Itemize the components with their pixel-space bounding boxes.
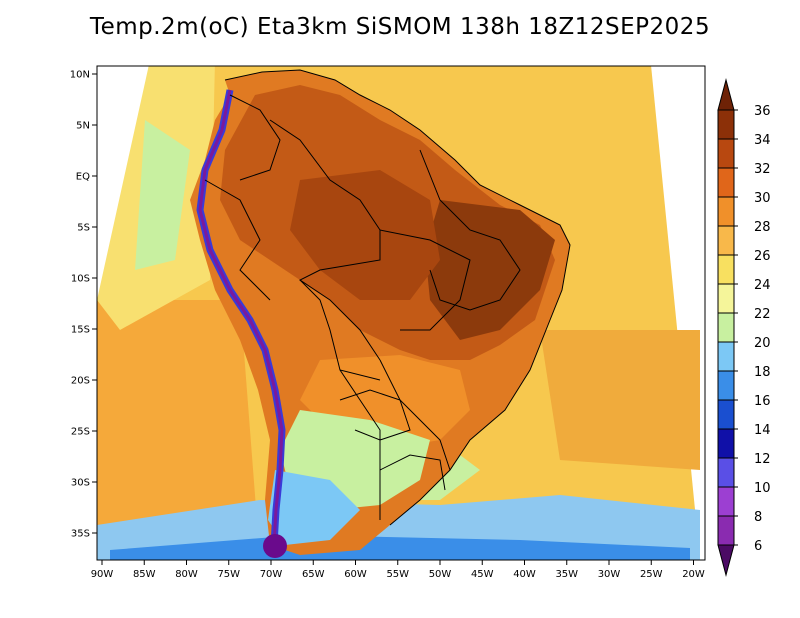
lat-tick-label: 5S [77, 223, 90, 234]
colorbar-swatch [717, 225, 735, 256]
colorbar-swatch [717, 457, 735, 488]
lon-tick-label: 40W [513, 569, 536, 580]
lat-tick-label: 5N [76, 121, 90, 132]
southern-ocean-cold [110, 535, 690, 560]
coastline [224, 69, 571, 526]
brazil-state-borders [419, 149, 521, 311]
andes-peaks [198, 89, 284, 546]
border-colombia [229, 94, 281, 181]
atlantic-ocean-area [540, 330, 700, 470]
lon-tick-label: 50W [429, 569, 452, 580]
colorbar-label: 14 [754, 423, 771, 438]
lon-tick-label: 30W [598, 569, 621, 580]
lat-tick-label: 25S [71, 427, 90, 438]
patagonia-cool [268, 470, 360, 545]
colorbar-label: 16 [754, 394, 771, 409]
latitude-axis: 10N 5N EQ 5S 10S 15S 20S 25S 30S 35S [70, 70, 97, 540]
colorbar-label: 30 [754, 191, 771, 206]
pacific-ocean-area [97, 300, 260, 560]
colorbar-label: 32 [754, 162, 771, 177]
colorbar-swatch [717, 254, 735, 285]
lon-tick-label: 75W [217, 569, 240, 580]
lon-tick-label: 85W [133, 569, 156, 580]
lon-tick-label: 70W [260, 569, 283, 580]
colorbar-swatch [717, 196, 735, 227]
colorbar-swatch [717, 341, 735, 372]
border-brazil-west [269, 119, 381, 361]
colorbar-label: 20 [754, 336, 771, 351]
colorbar-swatch [717, 486, 735, 517]
central-hot-region [290, 170, 440, 300]
colorbar-swatch [717, 138, 735, 169]
colorbar-label: 28 [754, 220, 771, 235]
colorbar-label: 18 [754, 365, 771, 380]
lat-tick-label: 20S [71, 376, 90, 387]
colorbar-swatch [717, 312, 735, 343]
map-title: Temp.2m(oC) Eta3km SiSMOM 138h 18Z12SEP2… [89, 14, 711, 40]
border-brazil-south [379, 359, 451, 471]
lat-tick-label: 35S [71, 529, 90, 540]
map-frame [96, 65, 706, 561]
colorbar-label: 10 [754, 481, 771, 496]
colorbar-label: 26 [754, 249, 771, 264]
longitude-axis: 90W 85W 80W 75W 70W 65W 60W 55W 50W 45W 40W 35W 30W 2… [91, 560, 705, 580]
border-paraguay [339, 389, 411, 441]
colorbar-label: 36 [754, 104, 771, 119]
colorbar-swatch [717, 515, 735, 546]
colorbar-label: 22 [754, 307, 771, 322]
lat-tick-label: 10N [70, 70, 90, 81]
northeast-hot-region [425, 200, 555, 340]
colorbar-label: 8 [754, 510, 762, 525]
colorbar-swatch [717, 370, 735, 401]
atlantic-band [440, 70, 650, 200]
colorbar-swatch [717, 109, 735, 140]
colorbar-under-triangle [717, 544, 735, 577]
colorbar-label: 34 [754, 133, 771, 148]
lat-tick-label: 10S [71, 274, 90, 285]
lon-tick-label: 20W [682, 569, 705, 580]
lon-tick-label: 90W [91, 569, 114, 580]
colorbar: 36 34 32 30 28 26 24 22 20 18 16 14 12 10 8 6 [717, 78, 771, 577]
colorbar-label: 24 [754, 278, 771, 293]
lon-tick-label: 60W [344, 569, 367, 580]
pacific-cool-band [135, 120, 190, 270]
border-uruguay [379, 454, 446, 491]
colorbar-swatch [717, 167, 735, 198]
colorbar-swatch [717, 283, 735, 314]
colorbar-over-triangle [717, 78, 735, 111]
lon-tick-label: 80W [175, 569, 198, 580]
colorbar-label: 6 [754, 539, 762, 554]
colorbar-label: 12 [754, 452, 771, 467]
lat-tick-label: 15S [71, 325, 90, 336]
border-peru [204, 179, 271, 301]
colorbar-swatch [717, 428, 735, 459]
lat-tick-label: 30S [71, 478, 90, 489]
lon-tick-label: 25W [640, 569, 663, 580]
lon-tick-label: 65W [302, 569, 325, 580]
lon-tick-label: 45W [471, 569, 494, 580]
border-bolivia [299, 279, 381, 381]
country-borders [204, 69, 571, 526]
colorbar-swatch [717, 399, 735, 430]
border-argentina [339, 369, 381, 520]
cold-spot-south [263, 534, 287, 558]
brazil-state-borders-2 [379, 229, 471, 331]
map-field [97, 66, 700, 560]
lat-tick-label: EQ [76, 172, 90, 183]
lon-tick-label: 35W [555, 569, 578, 580]
lon-tick-label: 55W [386, 569, 409, 580]
